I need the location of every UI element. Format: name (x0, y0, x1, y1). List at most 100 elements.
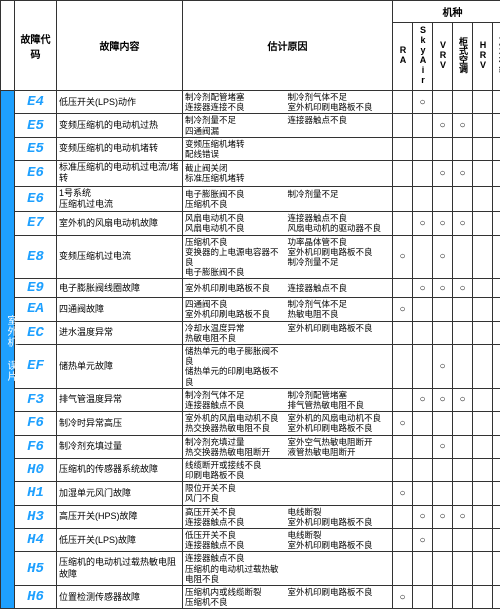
model-mark-4 (473, 482, 493, 505)
fault-content: 储热单元故障 (57, 345, 183, 389)
model-mark-5: ○ (493, 529, 500, 552)
model-mark-0 (393, 458, 413, 481)
table-row: E5变频压缩机的电动机堵转变频压缩机堵转配线错误○ (1, 137, 500, 160)
model-mark-2: ○ (433, 435, 453, 458)
fault-cause: 线缆断开或接线不良印刷电路板不良 (183, 458, 393, 481)
model-mark-2 (433, 529, 453, 552)
model-mark-3: ○ (453, 279, 473, 298)
model-mark-1 (413, 412, 433, 435)
model-mark-5 (493, 412, 500, 435)
model-mark-2 (433, 412, 453, 435)
model-mark-2: ○ (433, 212, 453, 235)
model-mark-0 (393, 186, 413, 212)
fault-code: EF (15, 345, 57, 389)
model-mark-5: ○ (493, 186, 500, 212)
model-mark-4 (473, 388, 493, 411)
fault-table: 故障代码 故障内容 估计原因 机种 RA SkyAir VRV 柜式空调 HRV… (0, 0, 500, 609)
model-mark-3: ○ (453, 505, 473, 528)
model-mark-1 (413, 235, 433, 279)
model-mark-3 (453, 345, 473, 389)
model-mark-4 (473, 585, 493, 608)
fault-cause: 限位开关不良风门不良 (183, 482, 393, 505)
model-mark-4 (473, 505, 493, 528)
fault-cause: 储热单元的电子膨胀阀不良储热单元的印刷电路板不良 (183, 345, 393, 389)
model-mark-1: ○ (413, 91, 433, 114)
model-mark-4 (473, 345, 493, 389)
model-mark-1 (413, 186, 433, 212)
table-row: 室外机 误片E4低压开关(LPS)动作制冷剂配管堵塞连接器连接不良制冷剂气体不足… (1, 91, 500, 114)
model-mark-4 (473, 161, 493, 187)
model-mark-3 (453, 235, 473, 279)
model-mark-5 (493, 482, 500, 505)
model-mark-3 (453, 137, 473, 160)
model-mark-0 (393, 321, 413, 344)
table-row: E61号系统压缩机过电流电子膨胀阀不良压缩机不良制冷剂量不足○ (1, 186, 500, 212)
model-mark-1: ○ (413, 279, 433, 298)
model-mark-1: ○ (413, 388, 433, 411)
fault-cause: 风扇电动机不良风扇电动机不良连接器触点不良风扇电动机的驱动器不良 (183, 212, 393, 235)
fault-cause: 电子膨胀阀不良压缩机不良制冷剂量不足 (183, 186, 393, 212)
model-mark-1 (413, 585, 433, 608)
fault-cause: 制冷剂充填过量热交换器热敏电阻断开室外空气热敏电阻断开液管热敏电阻断开 (183, 435, 393, 458)
model-mark-4 (473, 552, 493, 586)
fault-cause: 室外机的风扇电动机不良热交换器热敏电阻不良室外机的风扇电动机不良室外机印刷电路板… (183, 412, 393, 435)
fault-code: F6 (15, 435, 57, 458)
header-code: 故障代码 (15, 1, 57, 91)
fault-code: E5 (15, 114, 57, 137)
table-row: EA四通阀故障四通阀不良室外机印刷电路板不良制冷剂气体不足热敏电阻不良○ (1, 298, 500, 321)
model-mark-2 (433, 458, 453, 481)
model-mark-2 (433, 91, 453, 114)
model-mark-2 (433, 321, 453, 344)
model-mark-0 (393, 552, 413, 586)
fault-code: E6 (15, 161, 57, 187)
model-mark-4 (473, 279, 493, 298)
model-mark-2: ○ (433, 114, 453, 137)
model-mark-5 (493, 585, 500, 608)
fault-code: H4 (15, 529, 57, 552)
model-mark-0: ○ (393, 235, 413, 279)
model-mark-4 (473, 529, 493, 552)
fault-content: 变频压缩机过电流 (57, 235, 183, 279)
model-mark-5: ○ (493, 137, 500, 160)
table-row: EC进水温度异常冷却水温度异常热敏电阻不良室外机印刷电路板不良○ (1, 321, 500, 344)
model-mark-5: ○ (493, 321, 500, 344)
model-mark-5 (493, 435, 500, 458)
fault-content: 位置检测传感器故障 (57, 585, 183, 608)
model-mark-3 (453, 412, 473, 435)
table-row: E5变频压缩机的电动机过热制冷剂量不足四通阀漏连接器触点不良○○ (1, 114, 500, 137)
sidebar-label: 室外机 误片 (1, 91, 15, 609)
fault-code: EC (15, 321, 57, 344)
fault-code: E5 (15, 137, 57, 160)
model-mark-1: ○ (413, 529, 433, 552)
model-mark-3 (453, 91, 473, 114)
model-mark-0: ○ (393, 298, 413, 321)
fault-code: H6 (15, 585, 57, 608)
model-mark-5: ○ (493, 505, 500, 528)
model-mark-0 (393, 279, 413, 298)
model-mark-0: ○ (393, 585, 413, 608)
model-mark-3 (453, 482, 473, 505)
model-mark-1 (413, 345, 433, 389)
model-mark-0 (393, 91, 413, 114)
model-header-3: 柜式空调 (453, 23, 473, 91)
model-mark-4 (473, 435, 493, 458)
model-header-0: RA (393, 23, 413, 91)
model-mark-0 (393, 505, 413, 528)
fault-content: 四通阀故障 (57, 298, 183, 321)
table-row: E6标准压缩机的电动机过电流/堵转截止阀关闭标准压缩机堵转○○○ (1, 161, 500, 187)
fault-content: 排气管温度异常 (57, 388, 183, 411)
fault-cause: 制冷剂配管堵塞连接器连接不良制冷剂气体不足室外机印刷电路板不良 (183, 91, 393, 114)
table-row: E9电子膨胀阀线圈故障室外机印刷电路板不良连接器触点不良○○○○ (1, 279, 500, 298)
table-row: F6制冷时异常高压室外机的风扇电动机不良热交换器热敏电阻不良室外机的风扇电动机不… (1, 412, 500, 435)
model-header-4: HRV (473, 23, 493, 91)
fault-cause: 冷却水温度异常热敏电阻不良室外机印刷电路板不良 (183, 321, 393, 344)
model-mark-2: ○ (433, 161, 453, 187)
fault-cause: 高压开关不良连接器触点不良电线断裂室外机印刷电路板不良 (183, 505, 393, 528)
model-mark-3: ○ (453, 212, 473, 235)
fault-code: E6 (15, 186, 57, 212)
model-mark-5: ○ (493, 279, 500, 298)
fault-content: 压缩机的传感器系统故障 (57, 458, 183, 481)
model-mark-4 (473, 114, 493, 137)
model-mark-1 (413, 137, 433, 160)
model-mark-1 (413, 458, 433, 481)
